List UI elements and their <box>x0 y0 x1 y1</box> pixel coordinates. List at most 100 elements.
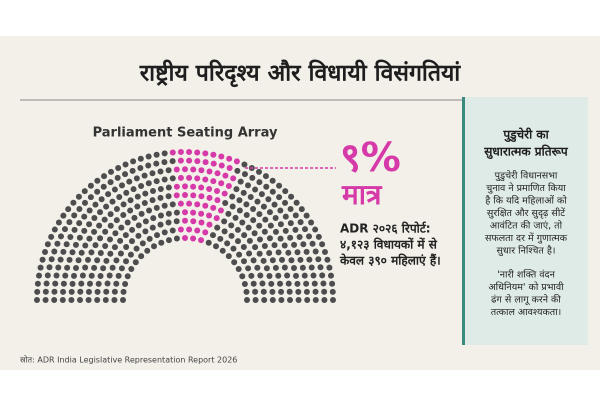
seat <box>278 297 285 303</box>
seat <box>226 155 233 162</box>
seat <box>71 226 78 233</box>
seat <box>109 198 116 205</box>
seat <box>132 259 139 266</box>
seat <box>218 180 225 187</box>
seat <box>291 241 298 248</box>
seat <box>60 280 67 287</box>
seat <box>98 196 105 203</box>
highlight-text: ADR २०२६ रिपोर्ट: ४,१२३ विधायकों में से के… <box>339 222 441 268</box>
seat <box>144 247 151 254</box>
seat <box>173 235 180 242</box>
seat <box>145 180 152 187</box>
seat <box>94 288 101 295</box>
seat <box>202 229 209 236</box>
seat <box>265 196 272 203</box>
seat <box>252 186 259 193</box>
panel-note: अधिनियम' को प्रभावी <box>488 281 564 293</box>
seat <box>42 248 49 255</box>
seat <box>254 264 261 271</box>
seat <box>137 164 144 171</box>
seat <box>219 247 226 254</box>
seat <box>138 182 145 189</box>
seat <box>157 185 164 192</box>
seat <box>241 161 248 168</box>
seat <box>107 250 114 257</box>
seat <box>206 221 213 228</box>
seat <box>94 297 101 303</box>
seat <box>262 216 269 223</box>
seat <box>137 155 144 162</box>
seat <box>48 233 55 240</box>
seat <box>173 218 180 225</box>
seat <box>202 159 209 166</box>
seat <box>161 202 168 209</box>
seat <box>91 264 98 271</box>
seat <box>228 222 235 229</box>
seat <box>105 191 112 198</box>
seat <box>296 233 303 240</box>
seat <box>182 209 188 216</box>
panel-note: 'नारी शक्ति वंदन <box>497 269 555 281</box>
seat <box>252 288 259 295</box>
seat <box>217 207 224 214</box>
seat <box>169 227 176 234</box>
seat <box>272 215 279 222</box>
seat <box>77 288 84 295</box>
seat <box>301 272 308 279</box>
seat <box>248 272 255 279</box>
seat <box>277 235 284 242</box>
seat <box>169 201 176 208</box>
seat <box>228 232 235 239</box>
seat <box>231 259 238 266</box>
seat <box>113 217 120 224</box>
seat <box>133 245 140 252</box>
seat <box>256 168 262 175</box>
panel-body: सफलता दर में गुणात्मक <box>485 232 568 244</box>
seat <box>315 256 322 263</box>
seat <box>287 234 294 241</box>
seat <box>114 174 121 181</box>
seat <box>293 199 300 206</box>
seat <box>81 227 88 234</box>
seat <box>165 193 172 200</box>
seat <box>206 185 213 192</box>
seat <box>133 175 140 182</box>
seat <box>214 188 221 195</box>
seat <box>303 288 310 295</box>
seat <box>324 256 331 263</box>
seat <box>295 288 302 295</box>
seat <box>306 256 313 263</box>
seat <box>194 158 201 165</box>
seat <box>214 170 221 177</box>
seat <box>272 228 279 235</box>
seat <box>262 173 269 180</box>
seating-array <box>34 149 336 303</box>
seat <box>269 297 276 303</box>
seat <box>298 206 305 213</box>
seat <box>256 222 263 229</box>
seat <box>177 226 184 233</box>
seat <box>310 272 317 279</box>
seat <box>230 245 237 252</box>
seat <box>169 149 176 156</box>
seat <box>96 222 103 229</box>
seat <box>82 242 89 249</box>
seat <box>303 212 310 219</box>
seat <box>102 297 109 303</box>
seat <box>293 272 300 279</box>
highlight-line: ४,१२३ विधायकों में से <box>340 238 438 252</box>
seat <box>34 288 41 295</box>
seat <box>115 164 122 171</box>
seat <box>277 221 284 228</box>
seat <box>78 280 85 287</box>
seat <box>145 162 152 169</box>
seat <box>297 219 304 226</box>
seat <box>68 297 75 303</box>
seat <box>202 176 209 183</box>
seat <box>128 266 135 272</box>
seat <box>67 233 74 240</box>
seat <box>126 178 133 185</box>
seat <box>252 244 259 251</box>
seat <box>278 288 285 295</box>
seat <box>250 257 257 264</box>
